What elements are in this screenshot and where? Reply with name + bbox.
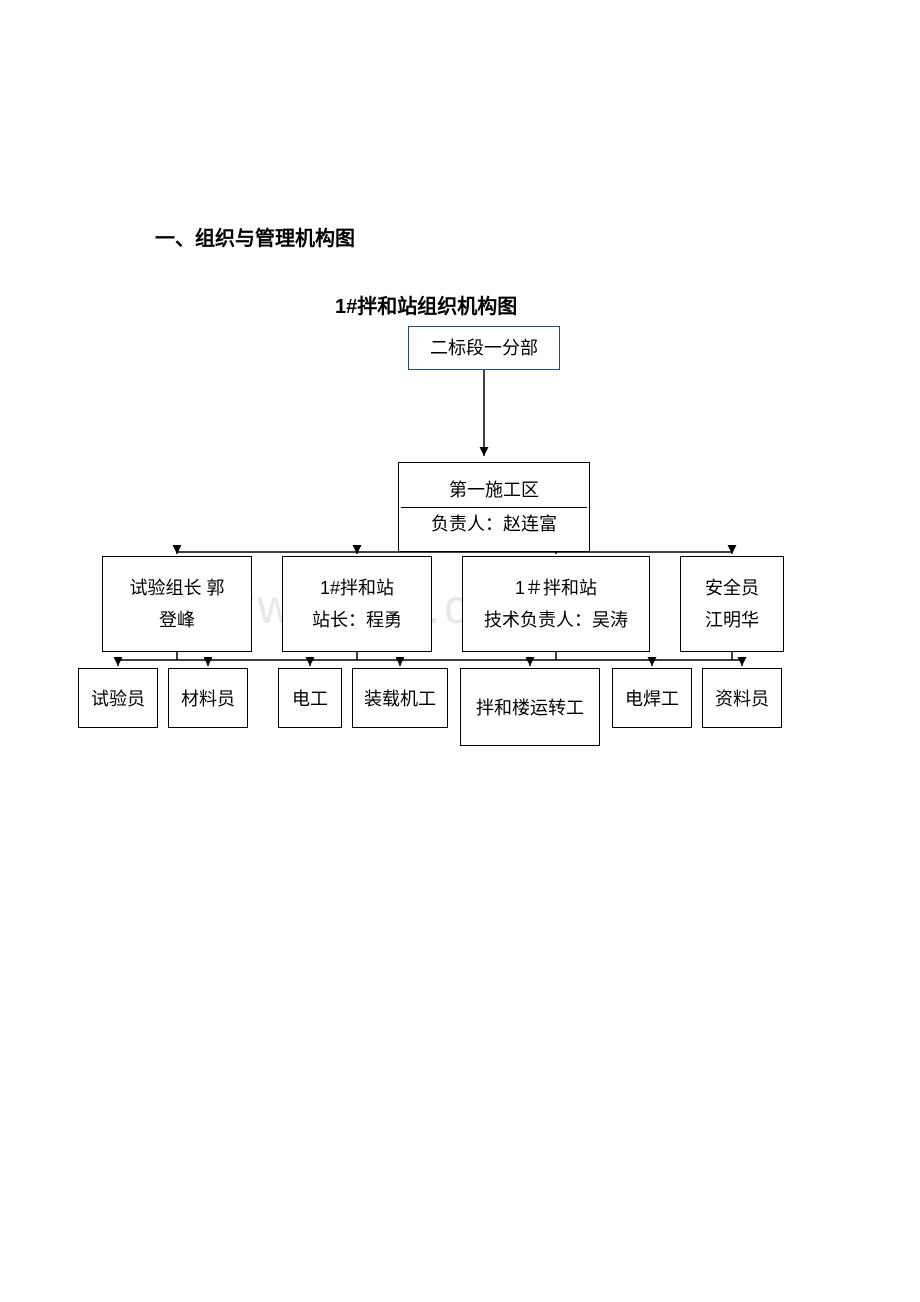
node-mid4-line1: 安全员	[705, 572, 759, 604]
leaf-3-label: 电工	[292, 685, 328, 711]
leaf-4-label: 装载机工	[364, 685, 436, 711]
leaf-4: 装载机工	[352, 668, 448, 728]
node-mid2-line2: 站长：程勇	[312, 604, 402, 636]
node-mid4: 安全员 江明华	[680, 556, 784, 652]
node-mid3-line1: 1＃拌和站	[515, 572, 597, 604]
chart-title: 1#拌和站组织机构图	[335, 290, 517, 319]
leaf-7-label: 资料员	[715, 685, 769, 711]
node-mid4-line2: 江明华	[705, 604, 759, 636]
leaf-6-label: 电焊工	[625, 685, 679, 711]
node-mid1: 试验组长 郭 登峰	[102, 556, 252, 652]
leaf-2-label: 材料员	[181, 685, 235, 711]
section-heading: 一、组织与管理机构图	[155, 222, 355, 251]
leaf-2: 材料员	[168, 668, 248, 728]
leaf-1-label: 试验员	[91, 685, 145, 711]
leaf-7: 资料员	[702, 668, 782, 728]
leaf-5-label: 拌和楼运转工	[476, 694, 584, 720]
node-zone: 第一施工区 负责人：赵连富	[398, 462, 590, 552]
node-mid2: 1#拌和站 站长：程勇	[282, 556, 432, 652]
node-mid1-line1: 试验组长 郭	[129, 572, 224, 604]
node-mid3-line2: 技术负责人：吴涛	[484, 604, 628, 636]
node-top-label: 二标段一分部	[430, 332, 538, 364]
node-zone-line2: 负责人：赵连富	[401, 507, 587, 540]
node-mid2-line1: 1#拌和站	[320, 572, 394, 604]
node-zone-line1: 第一施工区	[449, 474, 539, 506]
node-top: 二标段一分部	[408, 326, 560, 370]
node-mid3: 1＃拌和站 技术负责人：吴涛	[462, 556, 650, 652]
leaf-6: 电焊工	[612, 668, 692, 728]
leaf-1: 试验员	[78, 668, 158, 728]
node-mid1-line2: 登峰	[159, 604, 195, 636]
leaf-3: 电工	[278, 668, 342, 728]
leaf-5: 拌和楼运转工	[460, 668, 600, 746]
